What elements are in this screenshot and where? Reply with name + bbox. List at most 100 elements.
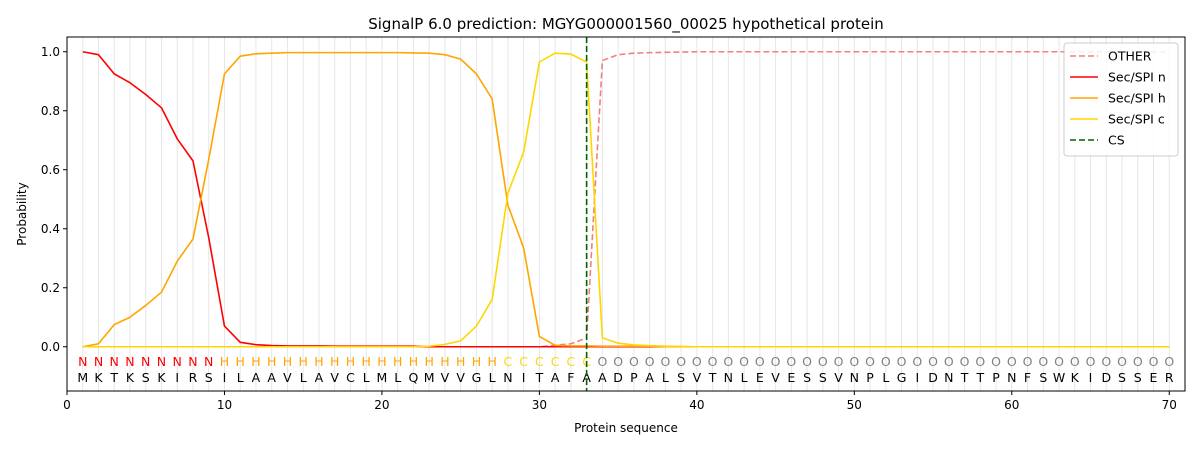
region-label-19: H: [361, 354, 370, 369]
region-label-10: H: [220, 354, 229, 369]
region-label-39: O: [676, 354, 686, 369]
residue-label-57: T: [960, 370, 969, 385]
legend-label-3: Sec/SPI c: [1108, 112, 1165, 127]
residue-label-70: R: [1165, 370, 1174, 385]
region-label-43: O: [739, 354, 749, 369]
region-label-58: O: [975, 354, 985, 369]
region-label-40: O: [692, 354, 702, 369]
region-label-36: O: [629, 354, 639, 369]
x-tick-label-0: 0: [63, 398, 71, 412]
region-label-1: N: [78, 354, 87, 369]
x-tick-label-50: 50: [847, 398, 862, 412]
region-label-15: H: [298, 354, 307, 369]
region-label-69: O: [1149, 354, 1159, 369]
residue-label-38: L: [662, 370, 669, 385]
residue-label-4: K: [126, 370, 135, 385]
residue-label-30: T: [535, 370, 544, 385]
residue-label-44: E: [756, 370, 764, 385]
region-label-23: H: [424, 354, 433, 369]
residue-label-16: A: [315, 370, 324, 385]
y-tick-label-0.2: 0.2: [41, 281, 60, 295]
residue-label-2: K: [94, 370, 103, 385]
residue-label-11: L: [237, 370, 244, 385]
region-label-22: H: [409, 354, 418, 369]
region-label-64: O: [1070, 354, 1080, 369]
region-label-41: O: [708, 354, 718, 369]
residue-label-68: S: [1134, 370, 1142, 385]
y-tick-label-0.6: 0.6: [41, 163, 60, 177]
residue-label-66: D: [1101, 370, 1111, 385]
region-label-35: O: [613, 354, 623, 369]
residue-label-22: Q: [409, 370, 419, 385]
residue-label-1: M: [77, 370, 88, 385]
region-label-59: O: [991, 354, 1001, 369]
series-lines: [82, 37, 1170, 391]
region-label-44: O: [755, 354, 765, 369]
y-tick-label-0.4: 0.4: [41, 222, 60, 236]
x-tick-label-60: 60: [1004, 398, 1019, 412]
residue-label-28: N: [503, 370, 512, 385]
residue-label-42: N: [724, 370, 733, 385]
residue-label-67: S: [1118, 370, 1126, 385]
region-label-14: H: [283, 354, 292, 369]
residue-label-29: I: [522, 370, 526, 385]
region-label-68: O: [1133, 354, 1143, 369]
residue-label-55: D: [928, 370, 938, 385]
residue-label-6: K: [157, 370, 166, 385]
legend: OTHER Sec/SPI n Sec/SPI h Sec/SPI c CS: [1063, 42, 1179, 157]
region-label-9: N: [204, 354, 213, 369]
x-tick-label-20: 20: [374, 398, 389, 412]
region-label-32: C: [567, 354, 576, 369]
region-label-62: O: [1038, 354, 1048, 369]
region-label-54: O: [912, 354, 922, 369]
region-label-2: N: [94, 354, 103, 369]
x-tick-label-70: 70: [1162, 398, 1177, 412]
residue-label-24: V: [441, 370, 450, 385]
region-label-26: H: [472, 354, 481, 369]
residue-label-32: F: [567, 370, 574, 385]
region-label-49: O: [834, 354, 844, 369]
region-label-5: N: [141, 354, 150, 369]
region-label-53: O: [897, 354, 907, 369]
region-label-65: O: [1086, 354, 1096, 369]
residue-label-19: L: [363, 370, 370, 385]
residue-label-45: V: [771, 370, 780, 385]
region-label-12: H: [251, 354, 260, 369]
region-label-37: O: [645, 354, 655, 369]
x-axis-label: Protein sequence: [574, 421, 678, 435]
region-label-18: H: [346, 354, 355, 369]
residue-label-48: S: [819, 370, 827, 385]
residue-label-47: S: [803, 370, 811, 385]
legend-label-4: CS: [1108, 133, 1125, 148]
region-label-47: O: [802, 354, 812, 369]
residue-label-8: R: [189, 370, 198, 385]
residue-label-18: C: [346, 370, 355, 385]
region-label-30: C: [535, 354, 544, 369]
residue-label-37: A: [645, 370, 654, 385]
residue-label-35: D: [613, 370, 623, 385]
residue-label-27: L: [489, 370, 496, 385]
region-label-17: H: [330, 354, 339, 369]
region-label-57: O: [960, 354, 970, 369]
legend-label-2: Sec/SPI h: [1108, 91, 1166, 106]
region-label-50: O: [849, 354, 859, 369]
region-label-8: N: [188, 354, 197, 369]
region-label-38: O: [660, 354, 670, 369]
grid-lines: [82, 37, 1170, 391]
legend-box: [1063, 42, 1179, 157]
region-label-56: O: [944, 354, 954, 369]
region-label-3: N: [110, 354, 119, 369]
residue-label-59: P: [992, 370, 1000, 385]
residue-label-17: V: [330, 370, 339, 385]
x-tick-label-40: 40: [689, 398, 704, 412]
region-label-70: O: [1164, 354, 1174, 369]
y-tick-label-1: 1.0: [41, 45, 60, 59]
residue-label-5: S: [142, 370, 150, 385]
residue-label-53: G: [897, 370, 907, 385]
region-label-52: O: [881, 354, 891, 369]
residue-label-41: T: [708, 370, 717, 385]
residue-label-3: T: [109, 370, 118, 385]
region-label-51: O: [865, 354, 875, 369]
